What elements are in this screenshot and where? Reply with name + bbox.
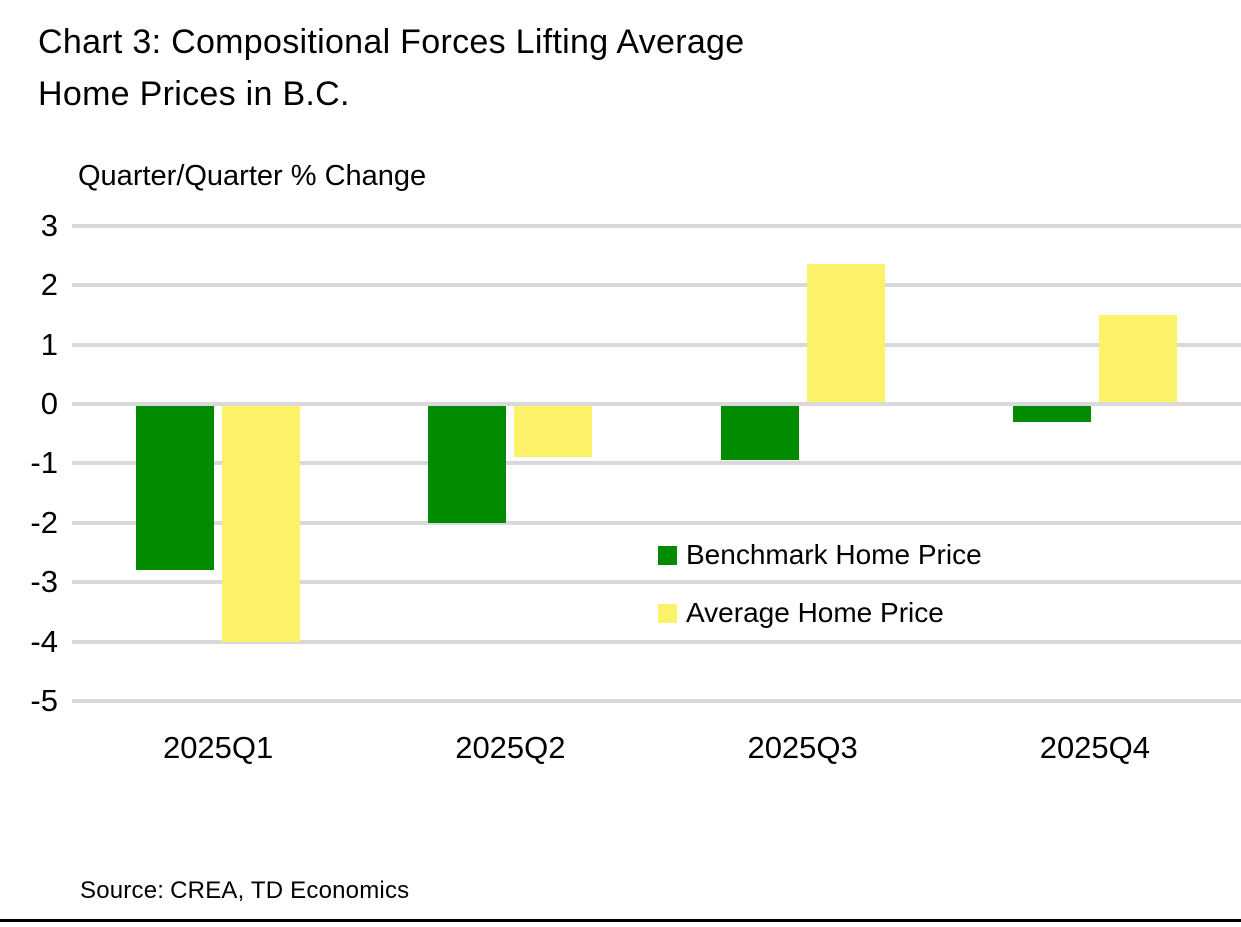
gridline-y3 <box>72 223 1241 228</box>
source-label: Source: <box>80 877 165 904</box>
legend: Benchmark Home Price Average Home Price <box>658 538 982 654</box>
bottom-divider <box>0 919 1241 922</box>
y-tick-label--5: -5 <box>30 683 58 718</box>
y-tick-label-0: 0 <box>40 386 58 421</box>
bar-average-2025Q1 <box>222 406 301 642</box>
chart-title-line2: Home Prices in B.C. <box>38 75 350 113</box>
y-tick-label-1: 1 <box>40 326 58 362</box>
average-swatch-icon <box>658 603 677 623</box>
gridline-y-3 <box>72 580 1241 585</box>
y-tick-label-2: 2 <box>40 267 58 303</box>
source-text: CREA, TD Economics <box>170 877 410 904</box>
source-note: Source: CREA, TD Economics <box>80 877 409 905</box>
bar-benchmark-2025Q2 <box>428 406 507 523</box>
gridline-y-4 <box>72 639 1241 644</box>
x-tick-label-2025Q2: 2025Q2 <box>455 730 566 765</box>
gridline-y2 <box>72 283 1241 288</box>
x-tick-label-2025Q1: 2025Q1 <box>162 730 274 765</box>
bar-average-2025Q4 <box>1098 314 1177 402</box>
benchmark-swatch-icon <box>658 545 677 565</box>
x-tick-label-2025Q4: 2025Q4 <box>1039 730 1151 765</box>
legend-label-benchmark: Benchmark Home Price <box>686 539 982 570</box>
bar-average-2025Q2 <box>514 406 593 458</box>
bar-benchmark-2025Q4 <box>1012 406 1091 422</box>
y-axis-title: Quarter/Quarter % Change <box>78 160 427 192</box>
gridline-y0 <box>72 402 1241 406</box>
y-tick-label--4: -4 <box>30 623 58 659</box>
y-tick-label--3: -3 <box>30 564 58 600</box>
bar-benchmark-2025Q3 <box>720 406 799 461</box>
x-tick-label-2025Q3: 2025Q3 <box>747 730 858 765</box>
chart-title-line1: Chart 3: Compositional Forces Lifting Av… <box>38 23 745 61</box>
y-tick-label--1: -1 <box>30 445 58 481</box>
legend-label-average: Average Home Price <box>686 597 944 628</box>
gridline-y1 <box>72 342 1241 347</box>
y-tick-label-3: 3 <box>40 207 58 243</box>
gridline-y-5 <box>72 699 1241 703</box>
legend-item-benchmark: Benchmark Home Price <box>658 538 982 572</box>
bar-average-2025Q3 <box>806 264 885 402</box>
gridline-y-1 <box>72 461 1241 466</box>
chart-title: Chart 3: Compositional Forces Lifting Av… <box>38 16 744 120</box>
gridline-y-2 <box>72 520 1241 525</box>
legend-item-average: Average Home Price <box>658 596 982 630</box>
bar-benchmark-2025Q1 <box>136 406 215 571</box>
y-tick-label--2: -2 <box>30 504 58 540</box>
